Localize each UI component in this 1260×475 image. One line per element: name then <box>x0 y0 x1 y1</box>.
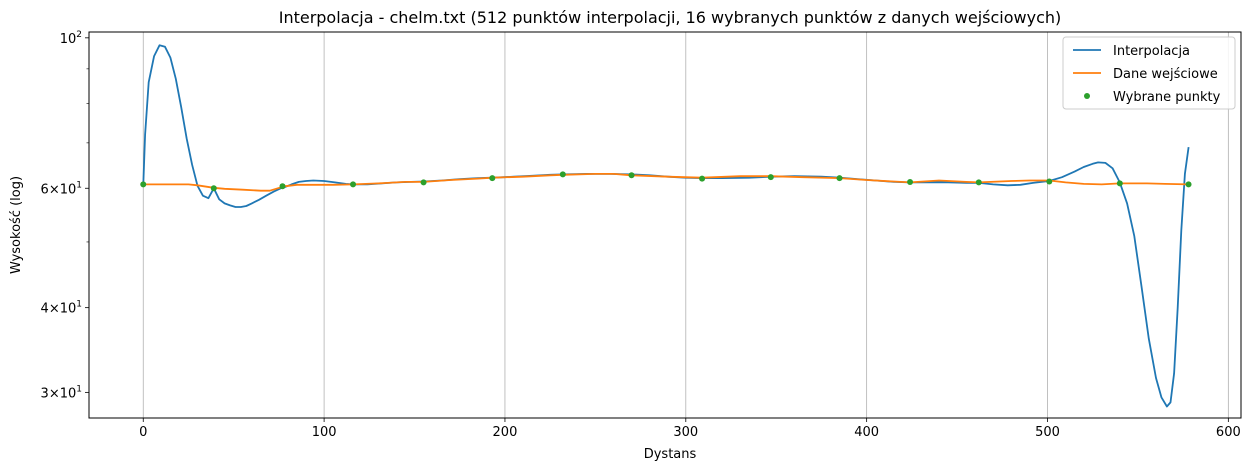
x-tick-label: 100 <box>312 425 337 440</box>
data-point <box>628 172 635 179</box>
legend-box <box>1062 36 1236 110</box>
data-point <box>1185 181 1192 188</box>
data-point <box>489 175 496 182</box>
data-point <box>559 171 566 178</box>
y-tick-label-exponent: 1 <box>76 300 82 310</box>
series-layer <box>140 44 1192 408</box>
data-point <box>279 183 286 190</box>
x-tick-label: 500 <box>1035 425 1060 440</box>
y-tick-label: 4×101 <box>41 300 82 317</box>
y-axis-label: Wysokość (log) <box>9 176 24 274</box>
legend-label: Dane wejściowe <box>1113 67 1218 82</box>
data-point <box>907 178 914 185</box>
plot-area-frame <box>88 31 1242 419</box>
data-point <box>767 174 774 181</box>
legend: Interpolacja Dane wejściowe Wybrane punkty <box>1062 36 1236 110</box>
data-point <box>975 179 982 186</box>
x-axis: 0 100 200 300 400 500 600 <box>139 418 1241 440</box>
data-point <box>699 175 706 182</box>
y-tick-label-exponent: 2 <box>76 30 82 40</box>
y-tick-label-exponent: 1 <box>76 180 82 190</box>
grid-lines <box>142 32 1229 418</box>
data-point <box>836 175 843 182</box>
x-tick-label: 300 <box>673 425 698 440</box>
x-tick-label: 200 <box>493 425 518 440</box>
data-point <box>1116 180 1123 187</box>
data-point <box>140 181 147 188</box>
y-tick-label-base: 4×10 <box>41 302 77 317</box>
x-tick-label: 600 <box>1216 425 1241 440</box>
legend-label: Interpolacja <box>1113 44 1190 59</box>
x-axis-label: Dystans <box>644 447 697 462</box>
y-tick-label-base: 6×10 <box>41 182 77 197</box>
data-point <box>420 179 427 186</box>
legend-marker-swatch <box>1084 93 1090 99</box>
data-point <box>210 185 217 192</box>
chart-title: Interpolacja - chelm.txt (512 punktów in… <box>279 8 1062 27</box>
data-point <box>1046 178 1053 185</box>
x-tick-label: 400 <box>854 425 879 440</box>
x-tick-label: 0 <box>139 425 147 440</box>
legend-label: Wybrane punkty <box>1113 90 1221 105</box>
y-tick-label-base: 10 <box>60 32 77 47</box>
series-line <box>143 173 1189 192</box>
y-tick-label: 6×101 <box>41 180 82 197</box>
y-tick-label-base: 3×10 <box>41 386 77 401</box>
y-tick-label: 3×101 <box>41 384 82 401</box>
y-tick-label-exponent: 1 <box>76 384 82 394</box>
data-point <box>350 181 357 188</box>
y-tick-label: 102 <box>60 30 82 47</box>
